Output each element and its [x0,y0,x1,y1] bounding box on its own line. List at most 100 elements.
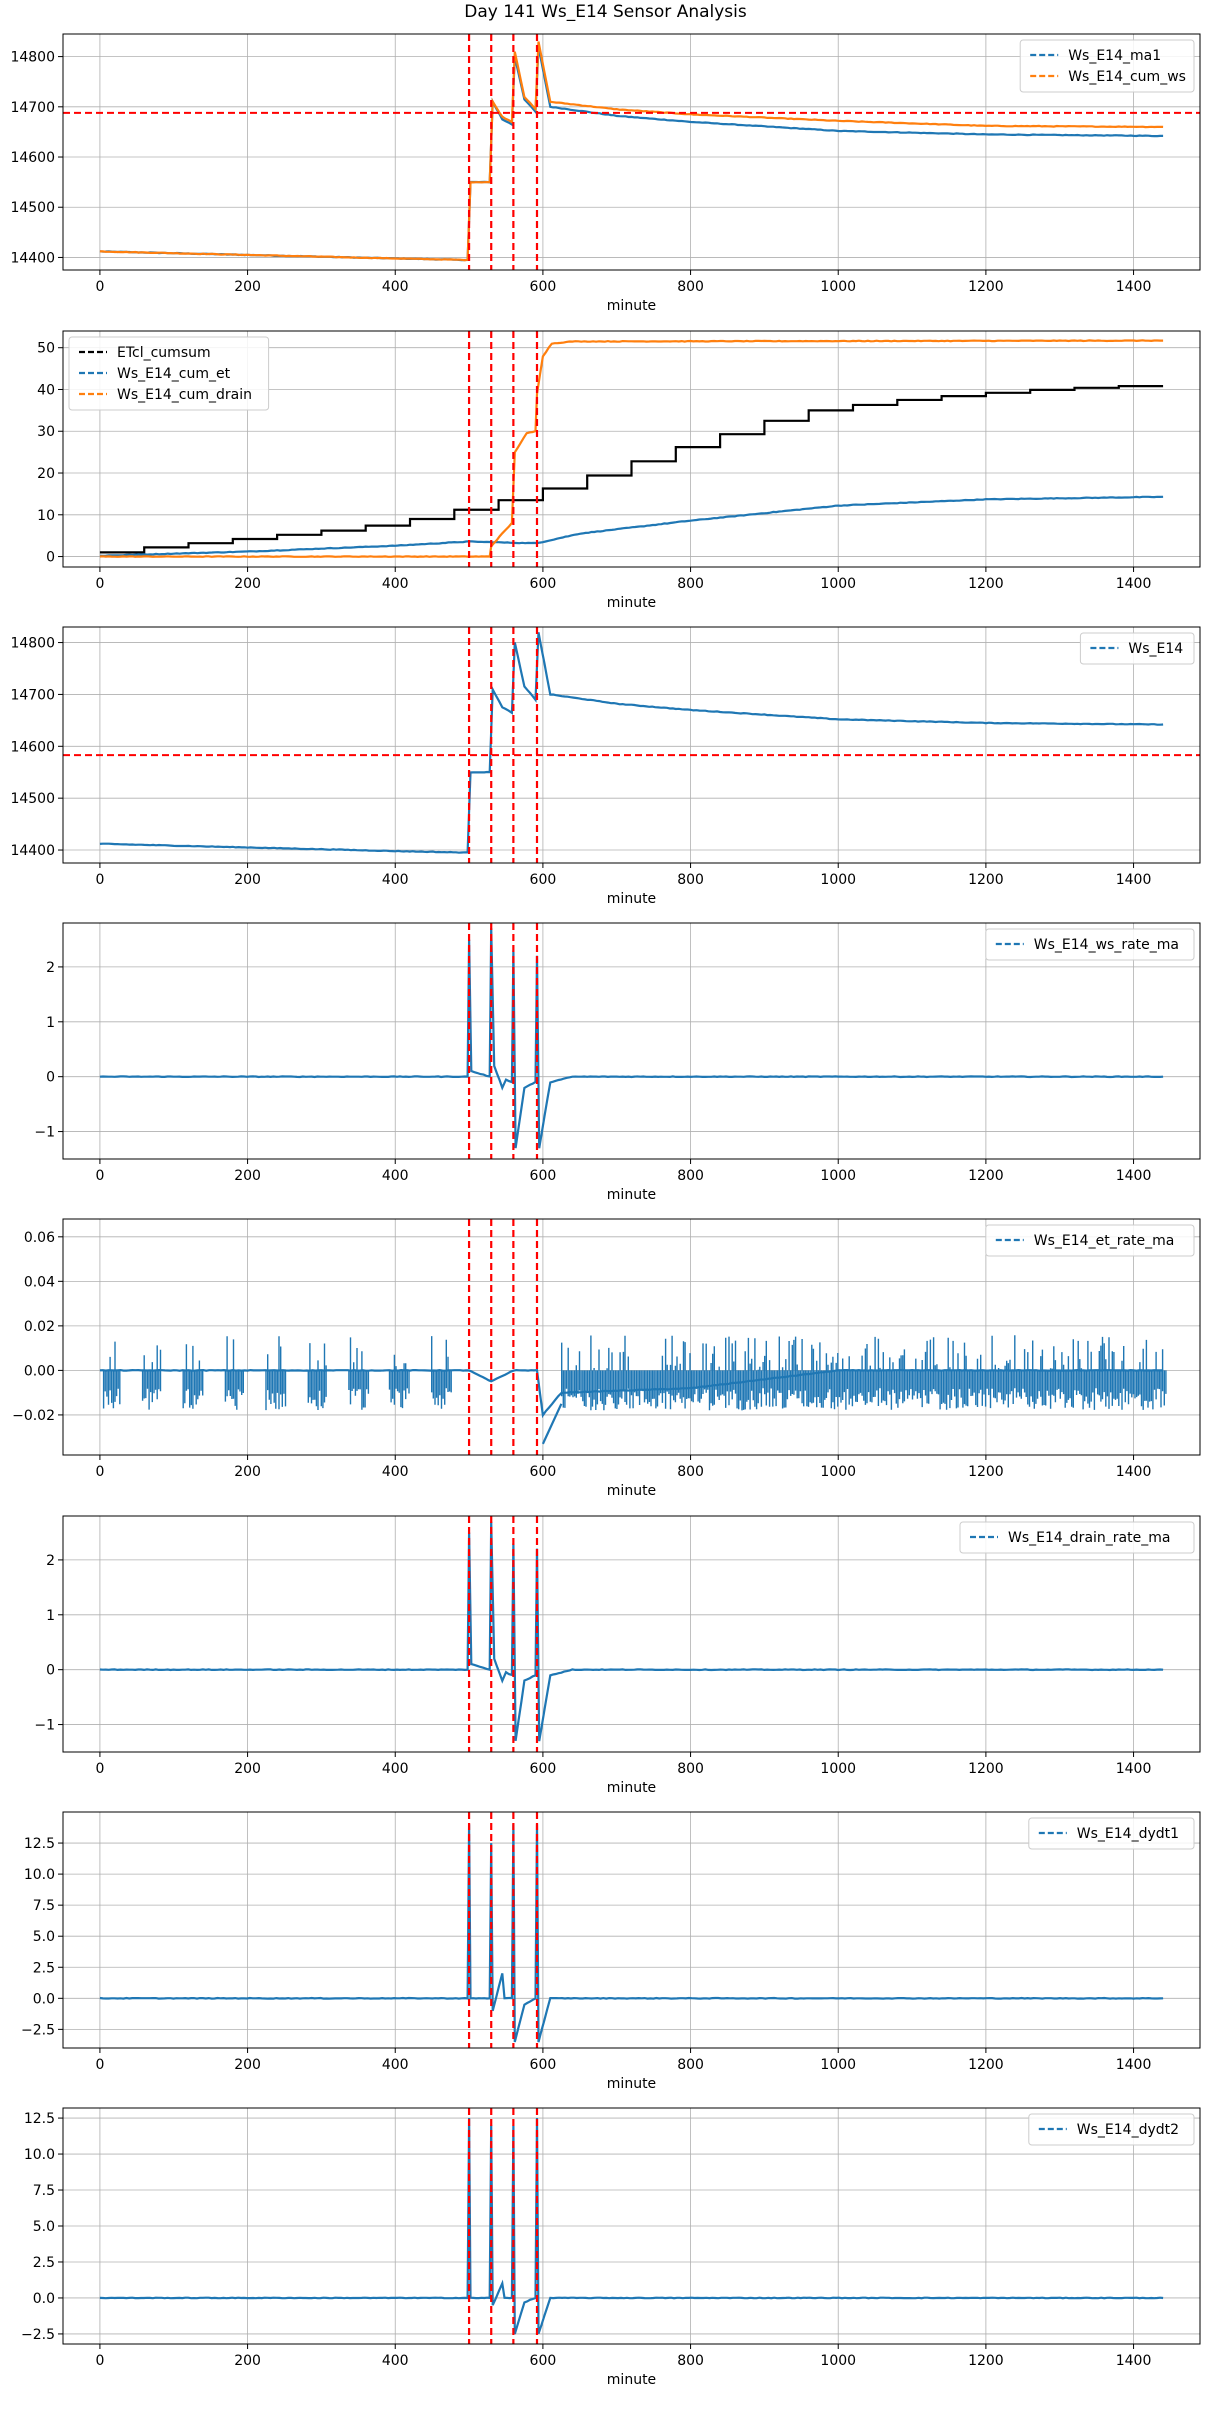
y-tick-label: −2.5 [21,2327,55,2343]
y-tick-label: 20 [37,466,55,482]
legend: Ws_E14_dydt2 [1028,2113,1195,2146]
legend: Ws_E14_drain_rate_ma [959,1521,1195,1554]
y-tick-label: 14800 [10,50,55,66]
x-tick-label: 0 [95,872,104,888]
legend-label: Ws_E14_ws_rate_ma [1034,937,1179,953]
subplot-3: 0 200 400 600 800 1000 1200 1400 14400 14500 14600… [10,626,1201,907]
x-tick-label: 1400 [1116,1168,1152,1184]
x-tick-label: 1400 [1116,872,1152,888]
x-tick-label: 1200 [968,1761,1004,1777]
y-tick-label: 7.5 [33,2183,55,2199]
series-line-ETcl_cumsum [99,385,1164,554]
legend-label: Ws_E14 [1128,641,1183,657]
x-tick-label: 600 [530,576,557,592]
y-tick-label: 1 [46,1015,55,1031]
x-tick-label: 1000 [820,872,856,888]
x-tick-label: 1400 [1116,576,1152,592]
subplot-5: 0 200 400 600 800 1000 1200 1400 −0.02 0.00 0.02 0.… [12,1218,1201,1499]
x-tick-label: 400 [382,1168,409,1184]
x-tick-label: 1000 [820,576,856,592]
x-axis-label: minute [607,595,656,611]
y-tick-label: 30 [37,424,55,440]
x-tick-label: 1400 [1116,279,1152,295]
x-axis-label: minute [607,2372,656,2388]
x-tick-label: 600 [530,2353,557,2369]
series-group [99,1335,1167,1445]
legend-label: Ws_E14_cum_et [117,366,231,382]
x-tick-label: 200 [234,1761,261,1777]
x-tick-label: 1400 [1116,1464,1152,1480]
x-tick-label: 1000 [820,1464,856,1480]
x-tick-label: 800 [677,2057,704,2073]
y-tick-label: −1 [34,1718,55,1734]
x-tick-label: 200 [234,1168,261,1184]
x-tick-label: 400 [382,2057,409,2073]
x-tick-label: 400 [382,1761,409,1777]
x-tick-label: 200 [234,2353,261,2369]
y-tick-label: 14700 [10,100,55,116]
x-tick-label: 1000 [820,2353,856,2369]
x-tick-label: 800 [677,872,704,888]
y-tick-label: 5.0 [33,1929,55,1945]
legend-label: Ws_E14_cum_drain [117,387,252,403]
x-tick-label: 1400 [1116,1761,1152,1777]
x-tick-label: 400 [382,279,409,295]
y-tick-label: 50 [37,341,55,357]
series-line-Ws_E14_cum_ws [99,41,1164,262]
x-axis-label: minute [607,2076,656,2092]
y-tick-label: 14600 [10,150,55,166]
legend: Ws_E14_et_rate_ma [985,1224,1195,1257]
x-axis-label: minute [607,1187,656,1203]
y-tick-label: 40 [37,382,55,398]
y-tick-label: 14400 [10,250,55,266]
x-tick-label: 0 [95,1761,104,1777]
x-tick-label: 800 [677,1168,704,1184]
legend-label: ETcl_cumsum [117,345,211,361]
x-tick-label: 200 [234,872,261,888]
legend: Ws_E14_ma1 Ws_E14_cum_ws [1019,39,1195,93]
axes-frame [62,1218,1201,1456]
x-axis-label: minute [607,1780,656,1796]
legend-box [1028,1817,1195,1850]
legend: Ws_E14_dydt1 [1028,1817,1195,1850]
y-tick-label: 12.5 [24,2111,55,2127]
y-tick-label: 0 [46,550,55,566]
y-tick-label: 2 [46,1553,55,1569]
x-tick-label: 600 [530,279,557,295]
y-tick-label: −1 [34,1125,55,1141]
series-line-Ws_E14_cum_et [99,495,1164,557]
legend-box [1019,39,1195,93]
x-tick-label: 1200 [968,1464,1004,1480]
x-tick-label: 1200 [968,1168,1004,1184]
series-group [99,1824,1164,2043]
x-tick-label: 1400 [1116,2353,1152,2369]
legend-box [959,1521,1195,1554]
y-tick-label: 0.0 [33,2291,55,2307]
y-tick-label: 5.0 [33,2219,55,2235]
x-tick-label: 400 [382,1464,409,1480]
y-tick-label: 14400 [10,843,55,859]
series-line-Ws_E14_dydt1 [99,1824,1164,2043]
x-tick-label: 1000 [820,1761,856,1777]
y-tick-label: 0.04 [24,1274,55,1290]
legend: ETcl_cumsum Ws_E14_cum_et Ws_E14_cum_drain [68,336,270,411]
legend-box [1079,632,1195,665]
x-tick-label: 0 [95,1168,104,1184]
axes-frame [62,922,1201,1160]
y-tick-label: 2.5 [33,1960,55,1976]
x-axis-label: minute [607,891,656,907]
y-tick-label: 0.00 [24,1363,55,1379]
legend-box [985,928,1195,961]
x-tick-label: 0 [95,1464,104,1480]
series-line-Ws_E14_dydt2 [99,2117,1164,2335]
subplot-4: 0 200 400 600 800 1000 1200 1400 −1 0 1 2 minute Ws_E… [34,922,1201,1203]
subplot-8: 0 200 400 600 800 1000 1200 1400 −2.5 0.0 2.5 5.0 7.… [21,2107,1201,2388]
subplot-7: 0 200 400 600 800 1000 1200 1400 −2.5 0.0 2.5 5.0 7.… [21,1811,1201,2092]
y-tick-label: 10 [37,508,55,524]
y-tick-label: 14500 [10,200,55,216]
subplot-1: 0 200 400 600 800 1000 1200 1400 14400 14500 14600… [10,33,1201,314]
axes-frame [62,1811,1201,2049]
y-tick-label: −2.5 [21,2022,55,2038]
y-tick-label: −0.02 [12,1408,55,1424]
